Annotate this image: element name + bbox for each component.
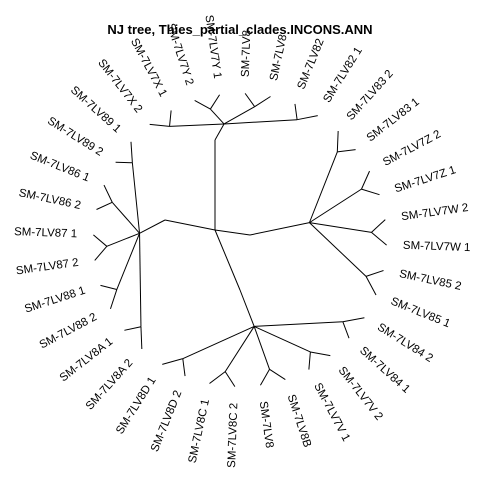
tree-branch — [224, 371, 236, 387]
tree-branch — [214, 229, 241, 291]
leaf-label: SM-7LV89 1 — [68, 84, 123, 135]
tree-branch — [336, 130, 339, 152]
tree-branch — [308, 151, 338, 223]
tree-branch — [182, 358, 186, 377]
leaf-label: SM-7LV7W 2 — [401, 202, 470, 223]
tree-branch — [96, 201, 113, 210]
tree-branch — [169, 123, 225, 127]
tree-branch — [162, 358, 183, 365]
tree-branch — [103, 184, 113, 203]
tree-branch — [109, 289, 118, 310]
leaf-label: SM-7LV86 1 — [28, 150, 91, 185]
leaf-label: SM-7LV8A 1 — [58, 336, 116, 385]
tree-branch — [139, 233, 142, 327]
leaf-label: SM-7LV7X 1 — [128, 36, 169, 98]
leaf-label: SM-7LV84 1 — [357, 345, 412, 396]
diagram-title: NJ tree, Thies_partial_clades.INCONS.ANN — [107, 22, 372, 37]
tree-branch — [139, 219, 166, 234]
tree-branch — [224, 119, 298, 125]
tree-branch — [223, 106, 255, 125]
leaf-label: SM-7LV86 2 — [18, 187, 82, 212]
leaf-label: SM-7LV89 2 — [45, 115, 105, 159]
leaf-label: SM-7LV8B — [285, 393, 313, 449]
tree-branch — [361, 188, 380, 196]
tree-branch — [244, 93, 256, 108]
leaf-label: SM-7LV8C 1 — [187, 398, 212, 464]
tree-branch — [309, 222, 367, 277]
tree-branch — [259, 369, 270, 386]
tree-branch — [371, 231, 387, 246]
leaf-label: SM-7LV8C 2 — [226, 403, 240, 468]
leaf-label: SM-7LV7V 2 — [336, 365, 385, 423]
leaf-label: SM-7LV83 1 — [365, 96, 422, 144]
leaf-label: SM-7LV8 — [240, 30, 254, 77]
tree-branch — [308, 351, 311, 370]
leaf-label: SM-7LV85 2 — [398, 268, 462, 293]
leaf-label: SM-7LV7X 2 — [95, 57, 144, 115]
leaf-label: SM-7LV83 2 — [345, 68, 396, 123]
leaf-label: SM-7LV85 1 — [389, 296, 452, 331]
tree-branch — [249, 222, 310, 236]
tree-branch — [149, 123, 170, 127]
leaf-label: SM-7LV8 — [257, 401, 275, 449]
tree-branch — [269, 368, 286, 380]
tree-branch — [342, 321, 350, 339]
tree-branch — [309, 188, 362, 224]
tree-branch — [214, 123, 225, 141]
tree-branch — [253, 325, 311, 353]
tree-branch — [254, 321, 343, 327]
leaf-label: SM-7LV82 1 — [321, 45, 365, 105]
tree-branch — [209, 371, 226, 384]
leaf-label: SM-7LV7Z 1 — [393, 164, 457, 195]
tree-branch — [214, 229, 251, 236]
tree-branch — [371, 219, 386, 233]
leaf-label: SM-7LV8 — [268, 33, 290, 82]
tree-branch — [210, 108, 225, 125]
tree-branch — [309, 222, 372, 233]
tree-branch — [116, 233, 141, 290]
leaf-label: SM-7LV8D 1 — [114, 375, 159, 436]
tree-branch — [93, 234, 108, 247]
leaf-label: SM-7LV7V 1 — [311, 381, 352, 443]
leaf-label: SM-7LV8D 2 — [149, 389, 184, 454]
leaf-label: SM-7LV87 1 — [14, 226, 77, 240]
tree-branches — [93, 93, 387, 387]
tree-branch — [310, 351, 331, 357]
tree-branch — [94, 245, 108, 261]
tree-branch — [294, 103, 298, 120]
leaf-label: SM-7LV88 2 — [38, 311, 99, 351]
tree-branch — [297, 115, 318, 121]
leaf-label: SM-7LV8A 2 — [84, 357, 136, 412]
tree-branch — [140, 326, 143, 350]
tree-branch — [337, 149, 356, 153]
tree-branch — [254, 96, 271, 108]
tree-branch — [111, 201, 140, 234]
tree-branch — [342, 317, 365, 323]
tree-branch — [361, 170, 370, 190]
tree-branch — [100, 284, 117, 291]
leaf-label: SM-7LV7Z 2 — [381, 128, 443, 169]
tree-branch — [124, 326, 142, 331]
tree-branch — [239, 289, 255, 327]
leaf-label: SM-7LV7W 1 — [403, 240, 471, 254]
tree-branch — [164, 219, 216, 231]
tree-branch — [224, 326, 255, 372]
tree-branch — [365, 270, 384, 277]
tree-branch — [169, 110, 172, 127]
tree-branch — [131, 162, 141, 234]
tree-branch — [253, 326, 271, 370]
tree-branch — [106, 232, 140, 247]
tree-branch — [209, 94, 221, 110]
leaf-label: SM-7LV87 2 — [15, 257, 79, 278]
tree-branch — [182, 325, 255, 360]
tree-branch — [130, 141, 133, 163]
tree-branch — [365, 276, 377, 296]
leaf-label: SM-7LV88 1 — [23, 285, 87, 316]
leaf-label: SM-7LV82 — [296, 37, 327, 91]
leaf-label: SM-7LV84 2 — [375, 321, 435, 365]
tree-branch — [194, 100, 211, 110]
